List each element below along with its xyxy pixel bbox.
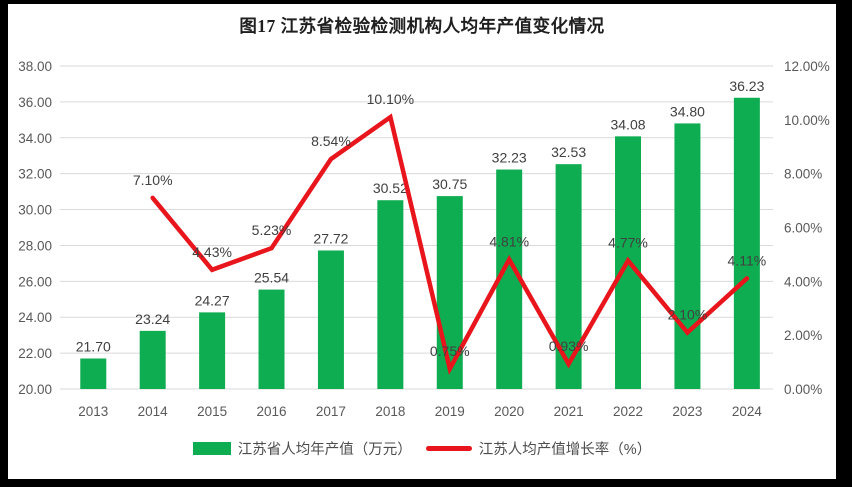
bar-value-label: 32.53	[551, 144, 586, 160]
bar-value-label: 21.70	[76, 338, 111, 354]
left-axis-tick: 20.00	[18, 382, 52, 397]
x-axis-label: 2015	[197, 404, 227, 419]
bar	[80, 358, 107, 389]
bar-value-label: 23.24	[135, 311, 170, 327]
left-axis-tick: 28.00	[18, 238, 52, 253]
x-axis-label: 2013	[78, 404, 108, 419]
line-series-swatch	[425, 445, 472, 451]
bar-value-label: 24.27	[195, 292, 230, 308]
x-axis-label: 2018	[375, 404, 405, 419]
bar	[555, 164, 582, 389]
bar-value-label: 34.08	[610, 116, 645, 132]
left-axis-tick: 32.00	[18, 167, 52, 182]
x-axis-label: 2019	[435, 404, 465, 419]
line-point-label: 7.10%	[133, 172, 173, 188]
x-axis-label: 2020	[494, 404, 524, 419]
bar	[733, 97, 760, 390]
legend-item-bar-series: 江苏省人均年产值（万元）	[192, 438, 412, 459]
chart-plot: 38.00 36.00 34.00 32.00 30.00 28.00 26.00 24.00…	[18, 59, 830, 419]
line-point-label: 5.23%	[252, 222, 292, 238]
chart-legend: 江苏省人均年产值（万元） 江苏人均产值增长率（%）	[8, 437, 836, 459]
line-point-label: 4.43%	[192, 244, 232, 260]
bar-value-label: 30.75	[432, 176, 467, 192]
left-axis-tick: 30.00	[18, 203, 52, 218]
legend-label-line-series: 江苏人均产值增长率（%）	[478, 441, 652, 458]
right-axis-tick: 4.00%	[784, 274, 822, 289]
bar-series-swatch	[192, 441, 231, 455]
bar-value-label: 34.80	[670, 103, 705, 119]
growth-rate-line	[150, 113, 750, 376]
line-point-label: 8.54%	[311, 133, 351, 149]
left-axis-tick: 38.00	[18, 59, 52, 74]
bar	[139, 330, 166, 389]
line-point-label: 4.11%	[728, 252, 767, 268]
chart-area: 38.00 36.00 34.00 32.00 30.00 28.00 26.00 24.00…	[8, 4, 836, 479]
combo-chart: 38.00 36.00 34.00 32.00 30.00 28.00 26.00 24.00…	[8, 4, 836, 479]
bar	[258, 289, 285, 389]
x-axis-label: 2023	[672, 404, 702, 419]
left-axis-tick: 24.00	[18, 310, 52, 325]
chart-title: 图17 江苏省检验检测机构人均年产值变化情况	[239, 16, 605, 36]
left-axis-tick: 36.00	[18, 95, 52, 110]
x-axis-label: 2024	[732, 404, 763, 419]
x-axis-label: 2021	[554, 404, 584, 419]
x-axis-label: 2017	[316, 404, 346, 419]
line-point-label: 0.93%	[549, 338, 589, 354]
bar-value-label: 25.54	[254, 270, 289, 286]
line-point-label: 10.10%	[367, 91, 414, 107]
x-axis-label: 2016	[256, 404, 286, 419]
right-axis-tick: 12.00%	[784, 59, 830, 74]
right-axis-tick: 2.00%	[784, 328, 822, 343]
line-point-label: 4.77%	[608, 235, 648, 251]
x-axis-label: 2022	[613, 404, 643, 419]
bar-value-label: 30.52	[373, 180, 408, 196]
right-axis-tick: 6.00%	[784, 221, 822, 236]
x-axis-label: 2014	[138, 404, 169, 419]
bar	[377, 200, 404, 389]
bar-value-label: 27.72	[313, 230, 348, 246]
bar	[674, 123, 701, 389]
bar	[199, 312, 226, 389]
right-axis-tick: 8.00%	[784, 167, 822, 182]
legend-item-line-series: 江苏人均产值增长率（%）	[425, 438, 652, 459]
left-axis-tick: 26.00	[18, 274, 52, 289]
line-point-label: 2.10%	[668, 306, 708, 322]
left-axis-tick: 22.00	[18, 346, 52, 361]
bar-value-label: 32.23	[492, 150, 527, 166]
bar	[317, 250, 344, 389]
left-axis-tick: 34.00	[18, 131, 52, 146]
line-point-label: 0.75%	[430, 343, 470, 359]
line-point-label: 4.81%	[489, 234, 529, 250]
right-axis-tick: 0.00%	[784, 382, 822, 397]
bar-value-label: 36.23	[729, 78, 764, 94]
right-axis-tick: 10.00%	[784, 113, 830, 128]
legend-label-bar-series: 江苏省人均年产值（万元）	[237, 441, 412, 458]
